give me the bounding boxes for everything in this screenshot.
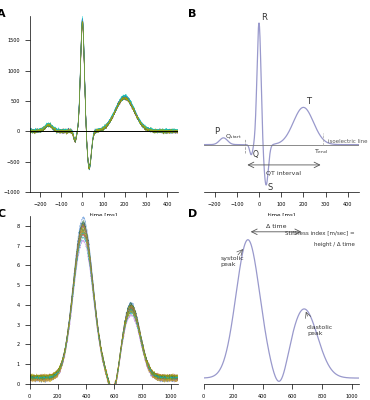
- Text: T$_{\rm end}$: T$_{\rm end}$: [314, 148, 328, 156]
- Text: S: S: [267, 183, 272, 192]
- Text: systolic
peak: systolic peak: [221, 256, 244, 267]
- X-axis label: time [ms]: time [ms]: [268, 212, 295, 217]
- X-axis label: time [ms]: time [ms]: [90, 212, 117, 217]
- Text: Q: Q: [253, 150, 259, 159]
- Text: QT interval: QT interval: [266, 170, 302, 175]
- Text: T: T: [306, 97, 311, 106]
- Text: diastolic
peak: diastolic peak: [307, 325, 333, 336]
- Text: P: P: [214, 127, 219, 136]
- Text: Δ time: Δ time: [266, 224, 286, 229]
- Text: Q$_{\rm start}$: Q$_{\rm start}$: [225, 133, 242, 142]
- Text: R: R: [261, 13, 267, 22]
- Text: D: D: [188, 209, 197, 219]
- Text: A: A: [0, 9, 6, 19]
- Text: C: C: [0, 209, 5, 219]
- Text: isoelectric line: isoelectric line: [328, 139, 367, 144]
- Text: B: B: [188, 9, 196, 19]
- Text: Stiffness index [m/sec] =: Stiffness index [m/sec] =: [285, 230, 354, 235]
- Text: height / Δ time: height / Δ time: [314, 242, 354, 247]
